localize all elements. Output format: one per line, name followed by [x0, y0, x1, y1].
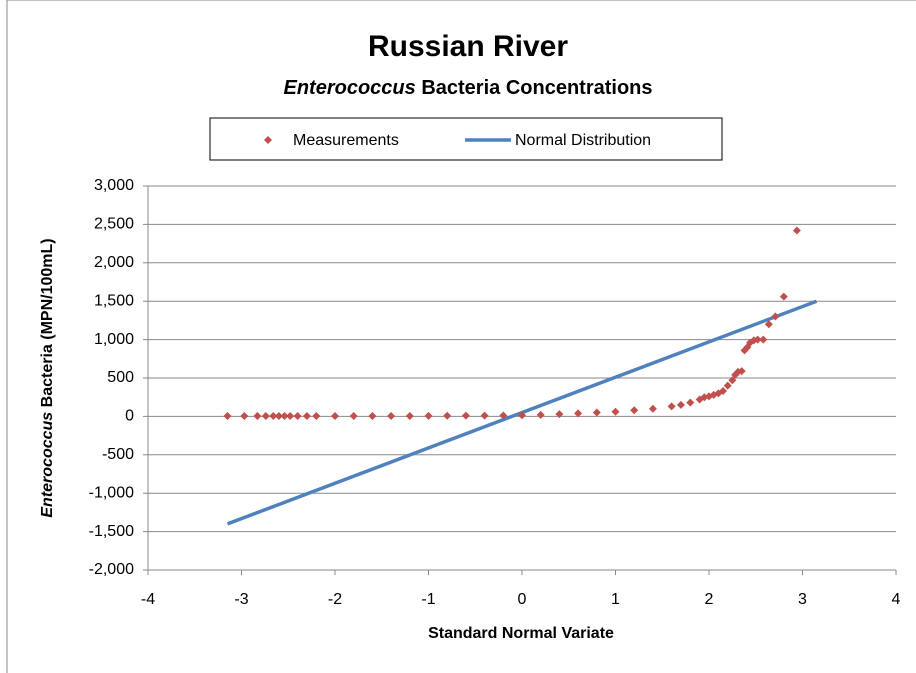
data-point	[753, 335, 762, 344]
y-tick-label: 500	[107, 369, 134, 386]
data-point	[387, 412, 396, 421]
y-axis-label: Enterococcus Bacteria (MPN/100mL)	[39, 238, 56, 517]
data-point	[719, 387, 728, 396]
data-point	[536, 410, 545, 419]
subtitle-rest: Bacteria Concentrations	[421, 77, 652, 99]
data-point	[424, 411, 433, 420]
data-point	[648, 404, 657, 413]
data-point	[293, 412, 302, 421]
y-tick-label: 3,000	[94, 177, 134, 194]
data-point	[480, 411, 489, 420]
y-label-rest: Bacteria (MPN/100mL)	[39, 238, 56, 407]
y-tick-label: -1,000	[89, 484, 134, 501]
data-point	[728, 376, 737, 385]
legend-label: Normal Distribution	[515, 132, 651, 149]
data-point	[368, 412, 377, 421]
legend-swatch	[264, 136, 272, 144]
data-point	[518, 411, 526, 420]
data-point	[676, 400, 685, 409]
data-point	[792, 226, 801, 235]
x-tick-label: 2	[705, 591, 714, 608]
data-point	[253, 412, 262, 421]
subtitle-italic: Enterococcus	[284, 77, 416, 99]
data-point	[611, 407, 620, 416]
x-tick-label: 4	[892, 591, 901, 608]
data-point	[759, 335, 768, 344]
data-point	[443, 411, 452, 420]
y-tick-label: 1,000	[94, 331, 134, 348]
y-tick-label: 1,500	[94, 292, 134, 309]
data-point	[574, 409, 583, 418]
data-point	[499, 411, 508, 420]
data-point	[405, 412, 414, 421]
x-tick-label: 0	[518, 591, 527, 608]
data-point	[223, 412, 232, 421]
data-point	[686, 398, 695, 407]
chart-subtitle: Enterococcus Bacteria Concentrations	[284, 77, 653, 99]
x-tick-label: -2	[328, 591, 342, 608]
data-point	[240, 412, 249, 421]
data-point	[779, 292, 788, 301]
data-point	[764, 320, 773, 329]
data-point	[723, 381, 732, 390]
data-point	[274, 412, 283, 421]
data-point	[349, 412, 358, 421]
y-tick-label: 2,000	[94, 254, 134, 271]
data-point	[461, 411, 470, 420]
x-tick-label: -4	[141, 591, 155, 608]
data-point	[261, 412, 270, 421]
y-tick-label: 0	[125, 408, 134, 425]
data-point	[312, 412, 321, 421]
data-point	[555, 410, 564, 419]
y-label-italic: Enterococcus	[39, 412, 56, 518]
data-point	[771, 312, 780, 321]
data-point	[331, 412, 339, 421]
chart-border	[6, 0, 916, 673]
x-tick-label: -1	[421, 591, 435, 608]
data-point	[630, 406, 639, 415]
y-tick-label: 2,500	[94, 216, 134, 233]
x-tick-label: 1	[611, 591, 620, 608]
data-point	[592, 408, 601, 417]
data-point	[302, 412, 311, 421]
data-point	[737, 367, 746, 376]
y-tick-label: -1,500	[89, 523, 134, 540]
data-point	[667, 402, 676, 411]
x-tick-label: 3	[798, 591, 807, 608]
x-axis-label: Standard Normal Variate	[428, 625, 614, 642]
data-point	[286, 412, 295, 421]
x-tick-label: -3	[234, 591, 248, 608]
y-tick-label: -500	[102, 446, 134, 463]
data-point	[280, 412, 289, 421]
legend-label: Measurements	[293, 132, 399, 149]
data-point	[269, 412, 278, 421]
chart-title: Russian River	[368, 30, 568, 63]
y-tick-label: -2,000	[89, 561, 134, 578]
